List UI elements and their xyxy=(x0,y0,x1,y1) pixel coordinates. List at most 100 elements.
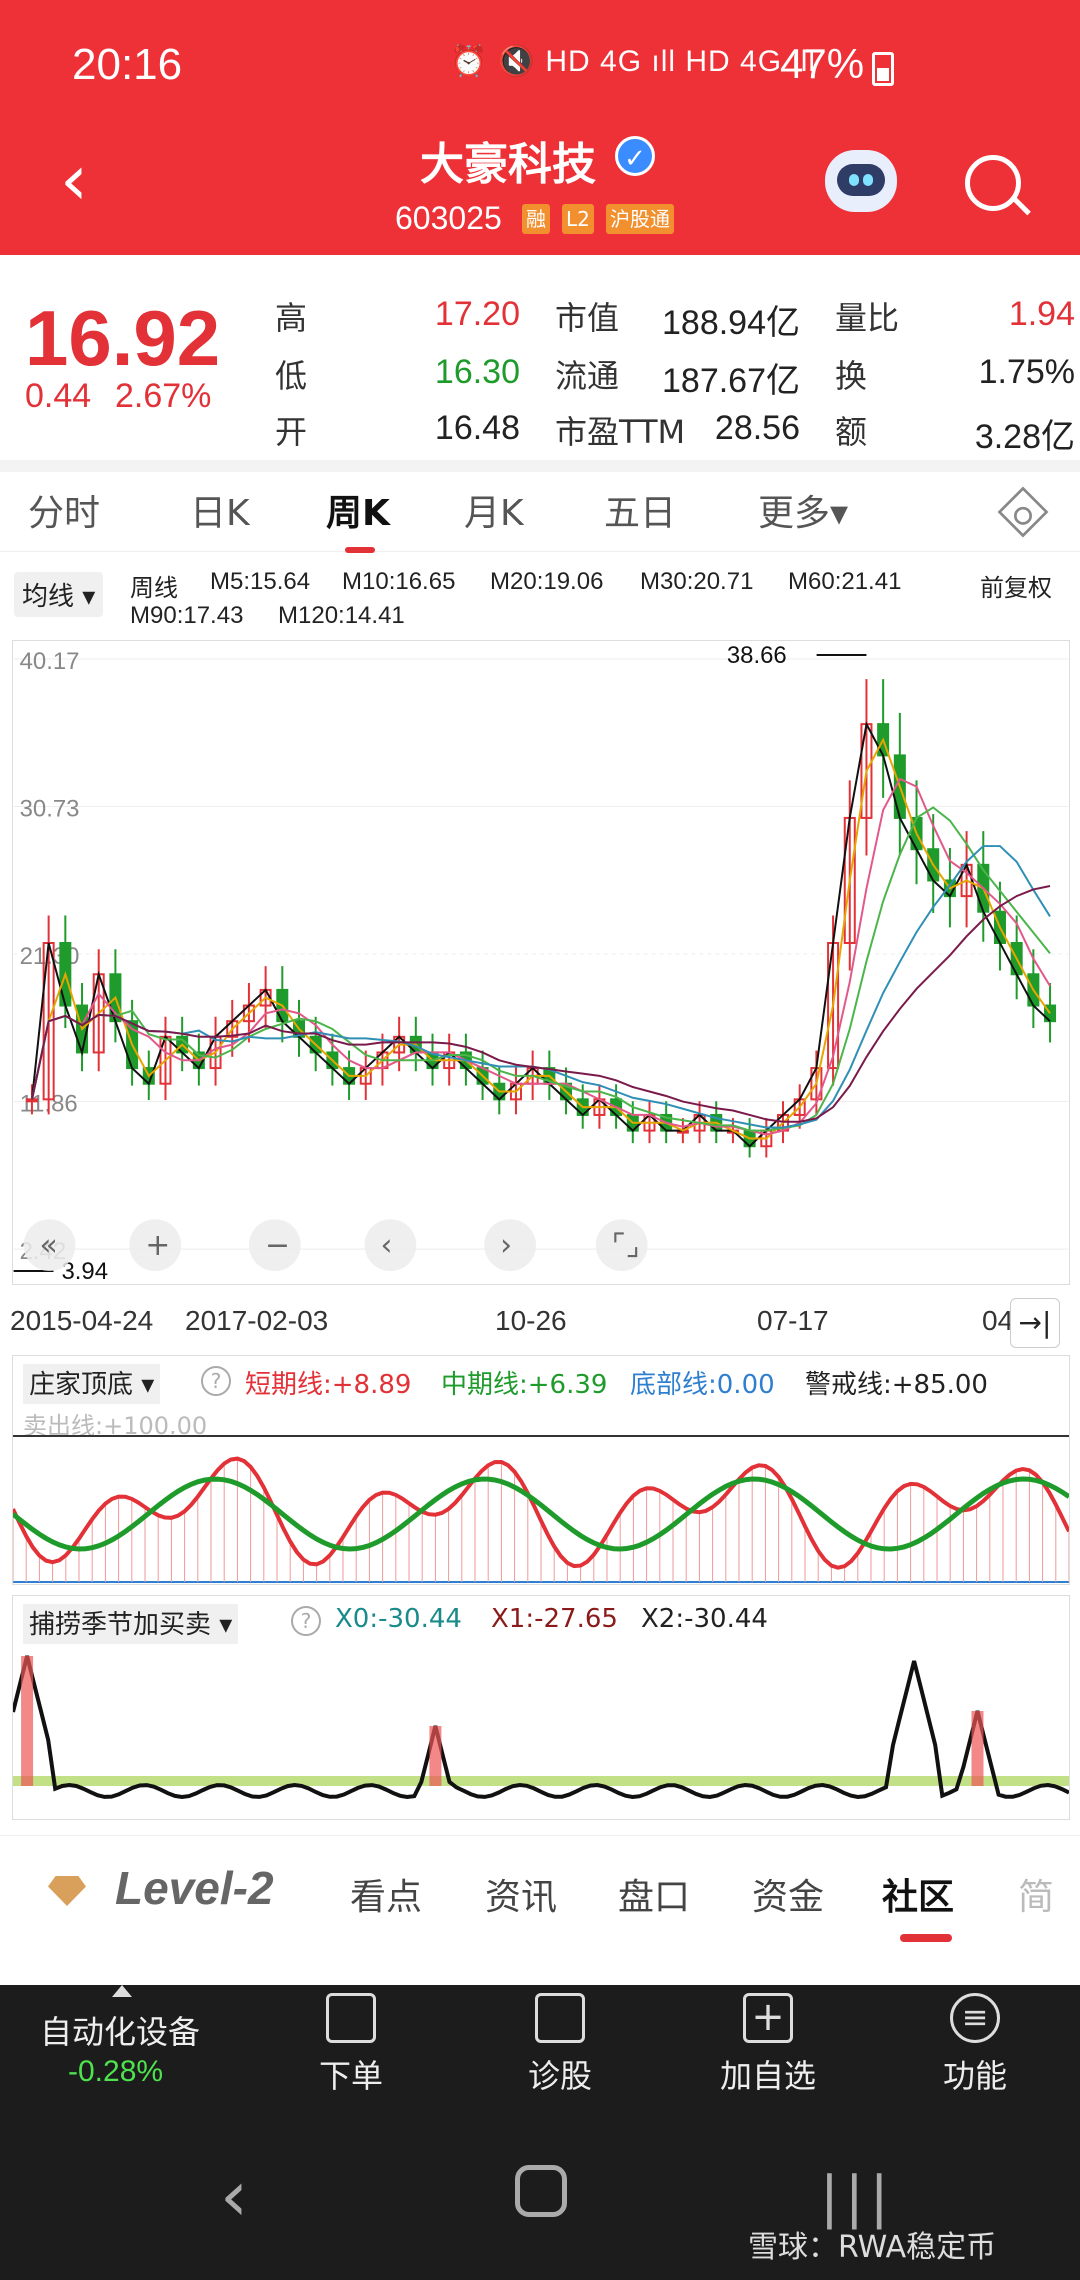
current-price: 16.92 xyxy=(25,294,221,382)
indicator-select[interactable]: 捕捞季节加买卖 ▾ xyxy=(23,1604,239,1644)
candle-body xyxy=(25,1098,38,1103)
diagnose-button[interactable]: 诊股 xyxy=(485,1993,635,2097)
tab-brief[interactable]: 简 xyxy=(1018,1877,1055,1918)
sector-name[interactable]: 自动化设备 xyxy=(40,2013,201,2051)
assistant-robot-icon[interactable] xyxy=(825,150,897,212)
ma-select[interactable]: 均线 ▾ xyxy=(14,572,104,617)
ma-20: M20:19.06 xyxy=(490,568,604,595)
help-icon[interactable]: ? xyxy=(291,1606,321,1636)
quote-value: 16.48 xyxy=(434,409,520,447)
search-icon[interactable] xyxy=(965,155,1021,211)
add-watchlist-button[interactable]: + 加自选 xyxy=(693,1993,843,2097)
battery-level: 47% xyxy=(780,40,865,87)
signal-band xyxy=(13,1776,1069,1786)
ma-line xyxy=(31,885,1051,1123)
indicator-1-chart xyxy=(13,1435,1069,1583)
indicator-2-chart xyxy=(13,1655,1069,1800)
ma-legend: 均线 ▾ 周线 M5:15.64 M10:16.65 M20:19.06 M30… xyxy=(0,560,1080,640)
ma-line xyxy=(31,806,1051,1132)
zoom-control xyxy=(248,1219,301,1272)
tab-level2[interactable]: Level-2 xyxy=(115,1862,274,1914)
tab-five-day[interactable]: 五日 xyxy=(604,493,677,534)
date-label: 07-17 xyxy=(757,1305,829,1336)
period-tabs: 分时 日K 周K 月K 五日 更多▾ xyxy=(0,472,1080,553)
app-header: 20:16 ⏰ 🔇 HD 4G ıll HD 4G ıll 47% ‹ 大豪科技… xyxy=(0,0,1080,255)
quote-label: 市盈TTM xyxy=(555,413,686,451)
tab-weekly-k[interactable]: 周K xyxy=(326,493,390,534)
zoom-control xyxy=(484,1219,537,1272)
order-button[interactable]: 下单 xyxy=(276,1993,426,2097)
date-axis: 2015-04-24 2017-02-03 10-26 07-17 04 xyxy=(0,1305,1080,1345)
watermark: 雪球：RWA稳定币 xyxy=(748,2230,997,2265)
high-price-label: 38.66 xyxy=(727,642,787,669)
menu-icon: ≡ xyxy=(950,1993,1000,2043)
ma-120: M120:14.41 xyxy=(278,602,405,629)
badge-connect: 沪股通 xyxy=(606,204,674,234)
order-icon xyxy=(326,1993,376,2043)
zoom-control-glyph: ‹ xyxy=(380,1228,392,1263)
add-watchlist-label: 加自选 xyxy=(719,2057,816,2095)
stock-code: 603025 xyxy=(395,200,502,236)
function-button[interactable]: ≡ 功能 xyxy=(900,1993,1050,2097)
action-bar: 自动化设备 -0.28% 下单 诊股 + 加自选 ≡ 功能 xyxy=(0,1985,1080,2100)
tab-more[interactable]: 更多▾ xyxy=(758,493,849,534)
tab-orderbook[interactable]: 盘口 xyxy=(618,1877,691,1918)
indicator-select[interactable]: 庄家顶底 ▾ xyxy=(23,1364,161,1404)
tab-capital[interactable]: 资金 xyxy=(752,1877,825,1918)
nav-home-icon[interactable] xyxy=(515,2165,567,2217)
status-time: 20:16 xyxy=(72,40,183,89)
tab-intraday[interactable]: 分时 xyxy=(28,493,101,534)
ma-30: M30:20.71 xyxy=(640,568,754,595)
y-tick-label: 30.73 xyxy=(20,795,80,822)
expand-icon[interactable]: →| xyxy=(1010,1298,1060,1348)
quote-label: 流通 xyxy=(555,357,620,395)
zoom-control-glyph: ⌜⌟ xyxy=(612,1228,640,1263)
indicator-panel-1: 庄家顶底 ▾ ? 短期线:+8.89 中期线:+6.39 底部线:0.00 警戒… xyxy=(12,1355,1070,1585)
robot-eye xyxy=(849,174,859,186)
tab-daily-k[interactable]: 日K xyxy=(190,493,250,534)
active-tab-indicator xyxy=(900,1934,952,1942)
add-icon: + xyxy=(743,1993,793,2043)
indicator-value: 警戒线:+85.00 xyxy=(805,1370,988,1400)
tab-community[interactable]: 社区 xyxy=(882,1877,955,1918)
settings-icon[interactable] xyxy=(997,486,1049,538)
system-nav-bar: ‹ ||| xyxy=(0,2100,1080,2280)
adjust-mode[interactable]: 前复权 xyxy=(980,574,1052,602)
quote-label: 市值 xyxy=(555,299,620,337)
verified-icon: ✓ xyxy=(615,136,655,176)
active-tab-indicator xyxy=(345,547,375,553)
quote-value: 28.56 xyxy=(714,409,800,447)
short-term-line xyxy=(13,1456,1069,1570)
spike-bar xyxy=(971,1711,984,1786)
tab-monthly-k[interactable]: 月K xyxy=(464,493,524,534)
indicator-value: 短期线:+8.89 xyxy=(245,1370,412,1400)
ma-line xyxy=(31,845,1051,1129)
quote-value: 1.75% xyxy=(978,353,1075,391)
expand-up-icon[interactable] xyxy=(112,1985,132,1997)
info-tabs: Level-2 看点 资讯 盘口 资金 社区 简 xyxy=(0,1835,1080,1945)
status-icons: ⏰ 🔇 HD 4G ıll HD 4G ıll xyxy=(450,45,817,78)
zoom-control-glyph: › xyxy=(500,1228,512,1263)
quote-value: 3.28亿 xyxy=(974,418,1075,456)
quote-value: 188.94亿 xyxy=(662,304,800,342)
price-change-pct: 2.67% xyxy=(115,377,212,415)
ma-90: M90:17.43 xyxy=(130,602,244,629)
nav-recent-icon[interactable]: ||| xyxy=(820,2165,895,2230)
tab-highlights[interactable]: 看点 xyxy=(350,1877,423,1918)
y-tick-label: 40.17 xyxy=(20,648,80,675)
help-icon[interactable]: ? xyxy=(201,1366,231,1396)
function-label: 功能 xyxy=(942,2057,1007,2095)
indicator-value: X1:-27.65 xyxy=(491,1604,618,1634)
zoom-control xyxy=(23,1219,76,1272)
back-button[interactable]: ‹ xyxy=(60,139,88,221)
quote-label: 换 xyxy=(835,357,868,395)
nav-back-icon[interactable]: ‹ xyxy=(220,2155,248,2237)
tab-news[interactable]: 资讯 xyxy=(485,1877,558,1918)
low-price-label: 3.94 xyxy=(61,1258,108,1285)
date-label: 10-26 xyxy=(495,1305,567,1336)
ma-5: M5:15.64 xyxy=(210,568,311,595)
quote-value: 16.30 xyxy=(434,353,520,391)
diamond-icon xyxy=(48,1876,86,1906)
badge-margin: 融 xyxy=(522,204,550,234)
